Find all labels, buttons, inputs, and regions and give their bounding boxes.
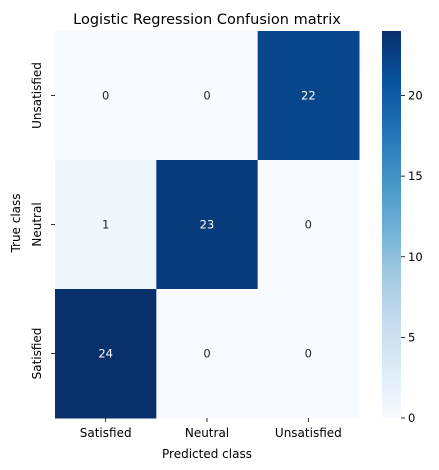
y-tick-label: Neutral [30,202,44,246]
heatmap-cell [257,289,360,419]
colorbar-tick-label: 15 [408,169,423,183]
cell-value-label: 0 [203,347,210,361]
y-axis-label: True class [9,193,23,253]
heatmap-cell [156,160,259,290]
colorbar-ticks: 0 5 10 15 20 [401,89,423,425]
cell-value-label: 23 [200,218,215,232]
cell-value-label: 0 [305,347,312,361]
colorbar-tick-label: 20 [408,89,423,103]
y-tick-label: Satisfied [30,328,44,380]
y-axis-ticks: Unsatisfied Neutral Satisfied [30,62,55,379]
x-axis-ticks: Satisfied Neutral Unsatisfied [80,418,342,440]
colorbar [382,31,401,418]
cell-value-label: 0 [305,218,312,232]
heatmap-cell [55,289,157,419]
heatmap-cells [55,31,360,419]
heatmap-cell [55,31,157,161]
x-tick-label: Unsatisfied [275,426,342,440]
cell-value-label: 1 [102,218,109,232]
y-tick-label: Unsatisfied [30,62,44,129]
colorbar-tick-label: 10 [408,250,423,264]
x-tick-label: Satisfied [80,426,132,440]
heatmap-cell [156,31,259,161]
heatmap-cell [156,289,259,419]
chart-title: Logistic Regression Confusion matrix [73,12,341,28]
cell-value-label: 24 [98,347,113,361]
cell-value-label: 22 [301,89,316,103]
cell-value-label: 0 [102,89,109,103]
cell-value-labels: 0 0 22 1 23 0 24 0 0 [98,89,315,361]
heatmap-cell [55,160,157,290]
colorbar-tick-label: 5 [408,330,415,344]
heatmap-cell [257,160,360,290]
x-tick-label: Neutral [185,426,229,440]
colorbar-tick-label: 0 [408,411,415,425]
x-axis-label: Predicted class [162,447,252,461]
cell-value-label: 0 [203,89,210,103]
heatmap-cell [257,31,360,161]
